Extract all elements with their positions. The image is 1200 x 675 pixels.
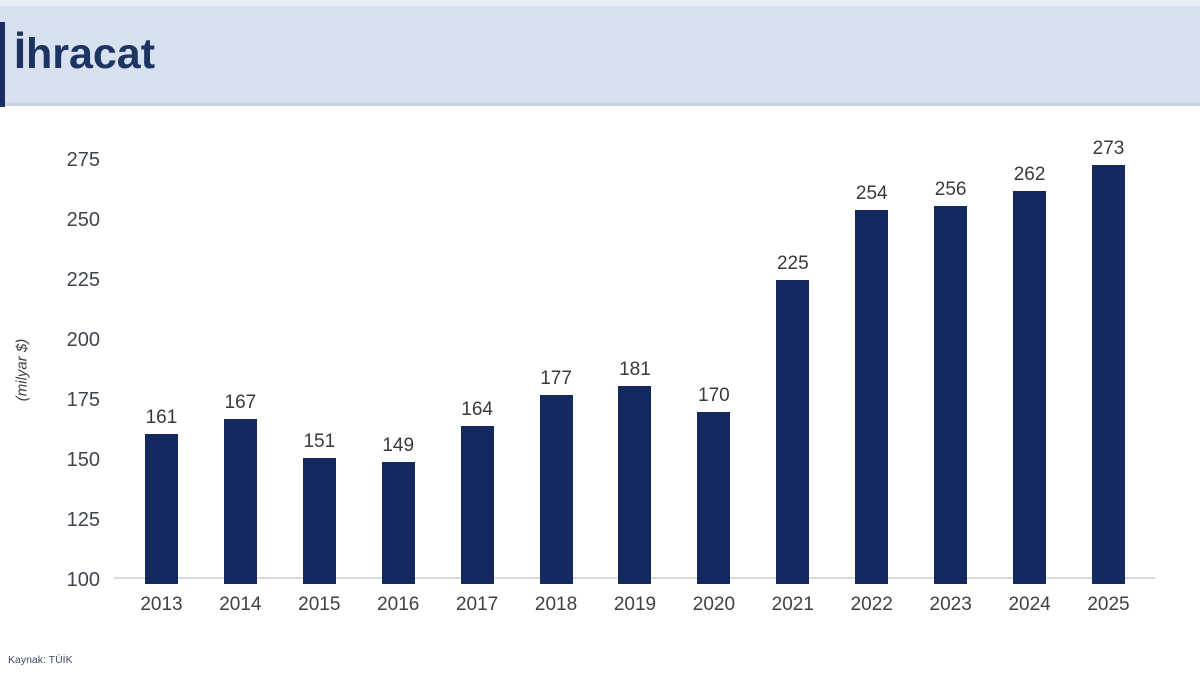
bar [144,433,178,584]
x-tick-label: 2018 [534,594,578,615]
bar [697,412,731,584]
bar-value-label: 273 [1092,137,1125,159]
bar [618,385,652,584]
bar [460,426,494,584]
header-accent-bar [0,22,5,107]
y-tick-label: 225 [66,269,100,291]
x-tick-label: 2021 [771,594,814,615]
bar-value-label: 181 [619,358,651,380]
x-tick-label: 2017 [455,594,499,615]
y-tick-label: 200 [66,329,100,351]
bar-value-label: 262 [1013,164,1046,186]
bar-value-label: 177 [540,368,572,390]
bar [302,457,336,584]
y-axis-label: (milyar $) [13,338,31,402]
page-title: İhracat [14,30,156,78]
bar-value-label: 149 [382,435,415,457]
x-tick-label: 2013 [140,594,183,615]
y-tick-label: 175 [66,389,100,411]
bar-value-label: 164 [461,399,493,421]
bar-value-label: 170 [698,385,730,406]
y-tick-label: 250 [66,209,100,231]
x-tick-label: 2019 [613,594,657,615]
bar [539,395,573,584]
bar-value-label: 167 [224,392,257,414]
y-tick-label: 125 [66,509,100,531]
y-tick-label: 275 [66,149,100,171]
source-note: Kaynak: TÜİK [8,654,73,666]
x-tick-label: 2025 [1087,594,1130,615]
x-tick-label: 2015 [298,594,341,615]
bar-value-label: 256 [934,178,967,200]
top-strip [0,0,1200,6]
bar [776,280,810,584]
x-tick-label: 2023 [929,594,972,615]
bar-value-label: 151 [303,430,336,452]
x-tick-label: 2014 [219,594,262,615]
y-tick-label: 100 [66,569,100,591]
bar [1092,164,1125,584]
x-tick-label: 2022 [850,594,893,615]
bar-value-label: 161 [145,406,178,428]
y-tick-label: 150 [66,449,100,471]
bar-value-label: 225 [776,253,809,274]
bar [855,210,889,584]
bar [223,419,257,584]
x-tick-label: 2020 [692,594,736,615]
bar-value-label: 254 [855,183,888,205]
header-band: İhracat [0,6,1200,106]
bar [1013,191,1047,584]
bar [934,205,968,584]
bar [381,462,415,584]
x-tick-label: 2024 [1008,594,1051,615]
x-tick-label: 2016 [377,594,420,615]
